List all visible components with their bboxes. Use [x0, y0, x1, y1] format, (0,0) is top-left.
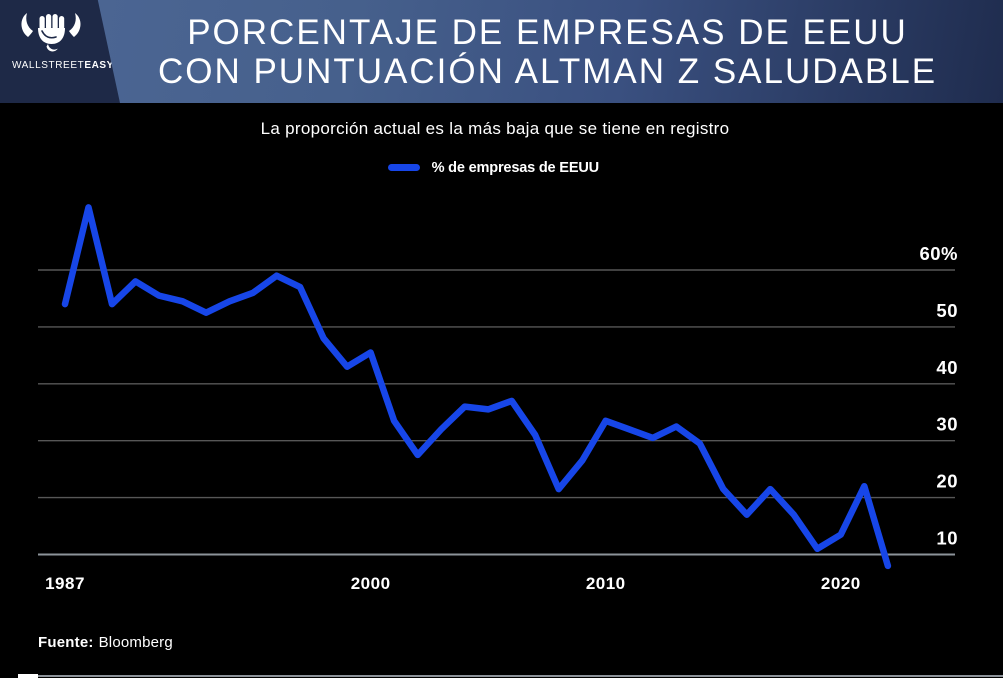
- x-tick-label: 1987: [45, 574, 85, 593]
- y-tick-label: 10: [936, 528, 958, 549]
- y-tick-label: 40: [936, 357, 958, 378]
- y-tick-label: 60%: [919, 243, 958, 264]
- x-tick-label: 2000: [351, 574, 391, 593]
- page-title: PORCENTAJE DE EMPRESAS DE EEUU CON PUNTU…: [118, 0, 1003, 103]
- x-tick-label: 2010: [586, 574, 626, 593]
- legend-label: % de empresas de EEUU: [431, 158, 600, 176]
- y-tick-label: 20: [936, 471, 958, 492]
- y-tick-label: 50: [936, 300, 958, 321]
- y-tick-label: 30: [936, 414, 958, 435]
- brand-wordmark: WALLSTREETEASY: [12, 60, 114, 71]
- chart-legend: % de empresas de EEUU: [0, 156, 990, 178]
- source-note: Fuente: Bloomberg: [38, 634, 173, 651]
- source-label: Fuente:: [38, 634, 94, 651]
- logo-block: WALLSTREETEASY: [0, 0, 120, 103]
- bull-logo-icon: [21, 13, 81, 52]
- legend-line-swatch: [388, 163, 421, 171]
- header-banner: PORCENTAJE DE EMPRESAS DE EEUU CON PUNTU…: [0, 0, 1003, 103]
- page-title-line1: PORCENTAJE DE EMPRESAS DE EEUU: [187, 12, 908, 52]
- data-line-pct-empresas: [61, 204, 892, 570]
- bottom-rule: [18, 675, 1003, 677]
- bottom-rule-notch: [18, 674, 38, 678]
- x-tick-label: 2020: [821, 574, 861, 593]
- brand-wordmark-bold: EASY: [84, 60, 114, 71]
- page-title-line2: CON PUNTUACIÓN ALTMAN Z SALUDABLE: [157, 51, 938, 91]
- chart-subtitle: La proporción actual es la más baja que …: [260, 119, 730, 138]
- source-value: Bloomberg: [98, 634, 173, 651]
- brand-wordmark-regular: WALLSTREET: [12, 60, 85, 71]
